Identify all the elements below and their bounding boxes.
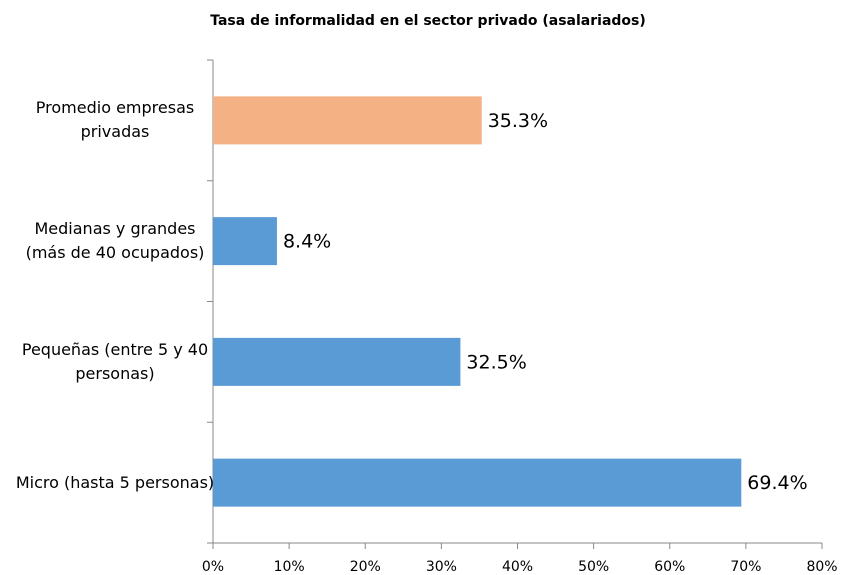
y-tick-label: Medianas y grandes (más de 40 ocupados) <box>25 219 205 263</box>
value-label: 8.4% <box>283 231 331 253</box>
bar <box>213 96 482 145</box>
value-label: 69.4% <box>747 472 807 494</box>
bar <box>213 458 742 507</box>
chart-title: Tasa de informalidad en el sector privad… <box>210 13 646 29</box>
x-tick-label: 50% <box>578 559 609 575</box>
x-tick-label: 10% <box>274 559 305 575</box>
y-tick-label: Pequeñas (entre 5 y 40 personas) <box>21 339 209 383</box>
x-tick-label: 30% <box>426 559 457 575</box>
bar <box>213 217 277 266</box>
value-label: 32.5% <box>466 351 526 373</box>
y-tick-label: Micro (hasta 5 personas) <box>15 472 215 492</box>
bar <box>213 337 461 386</box>
x-tick-label: 60% <box>654 559 685 575</box>
x-tick-label: 40% <box>502 559 533 575</box>
x-tick-label: 20% <box>350 559 381 575</box>
y-tick-label: Promedio empresas privadas <box>35 98 195 142</box>
value-label: 35.3% <box>488 110 548 132</box>
x-tick-label: 80% <box>806 559 837 575</box>
x-tick-label: 70% <box>730 559 761 575</box>
x-tick-label: 0% <box>202 559 224 575</box>
